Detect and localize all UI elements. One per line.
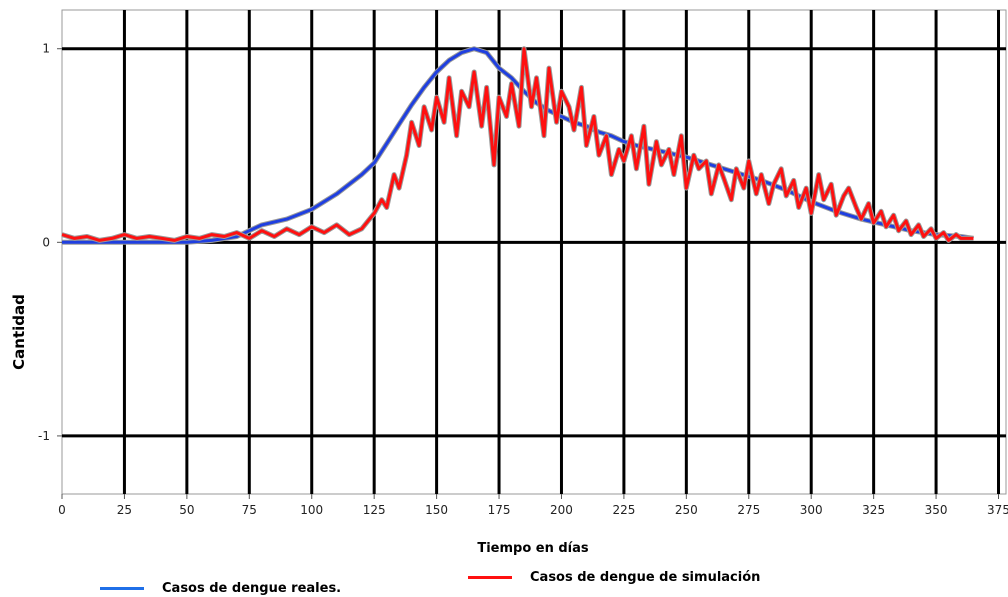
x-tick-label: 275: [737, 503, 760, 517]
series-lines: [61, 46, 974, 245]
grid: [62, 10, 1006, 494]
legend-swatch-real: [100, 587, 144, 590]
x-tick-label: 250: [675, 503, 698, 517]
y-tick-label: -1: [38, 429, 50, 443]
x-tick-label: 350: [925, 503, 948, 517]
y-tick-label: 0: [42, 235, 50, 249]
x-tick-label: 50: [179, 503, 194, 517]
x-tick-labels: 0 25 50 75 100 125 150 175 200 225 250 275 300 325 350…: [58, 494, 1008, 517]
x-tick-label: 300: [800, 503, 823, 517]
y-tick-label: 1: [42, 42, 50, 56]
legend-label-real: Casos de dengue reales.: [162, 581, 342, 596]
series-line-simulation: [61, 47, 974, 242]
legend-item-real: Casos de dengue reales.: [100, 581, 341, 596]
x-tick-label: 375: [987, 503, 1008, 517]
x-axis-title: Tiempo en días: [477, 541, 589, 556]
x-tick-label: 0: [58, 503, 66, 517]
legend-swatch-simulation: [468, 576, 512, 579]
x-tick-label: 25: [117, 503, 132, 517]
x-tick-label: 325: [862, 503, 885, 517]
legend-label-simulation: Casos de dengue de simulación: [530, 570, 761, 585]
legend-item-simulation: Casos de dengue de simulación: [468, 570, 760, 585]
x-tick-label: 200: [550, 503, 573, 517]
y-axis-title: Cantidad: [10, 294, 28, 370]
y-tick-labels: 1 0 -1: [38, 42, 62, 443]
x-tick-label: 225: [612, 503, 635, 517]
x-tick-label: 175: [488, 503, 511, 517]
x-tick-label: 100: [300, 503, 323, 517]
x-tick-label: 75: [242, 503, 257, 517]
x-tick-label: 125: [363, 503, 386, 517]
x-tick-label: 150: [425, 503, 448, 517]
